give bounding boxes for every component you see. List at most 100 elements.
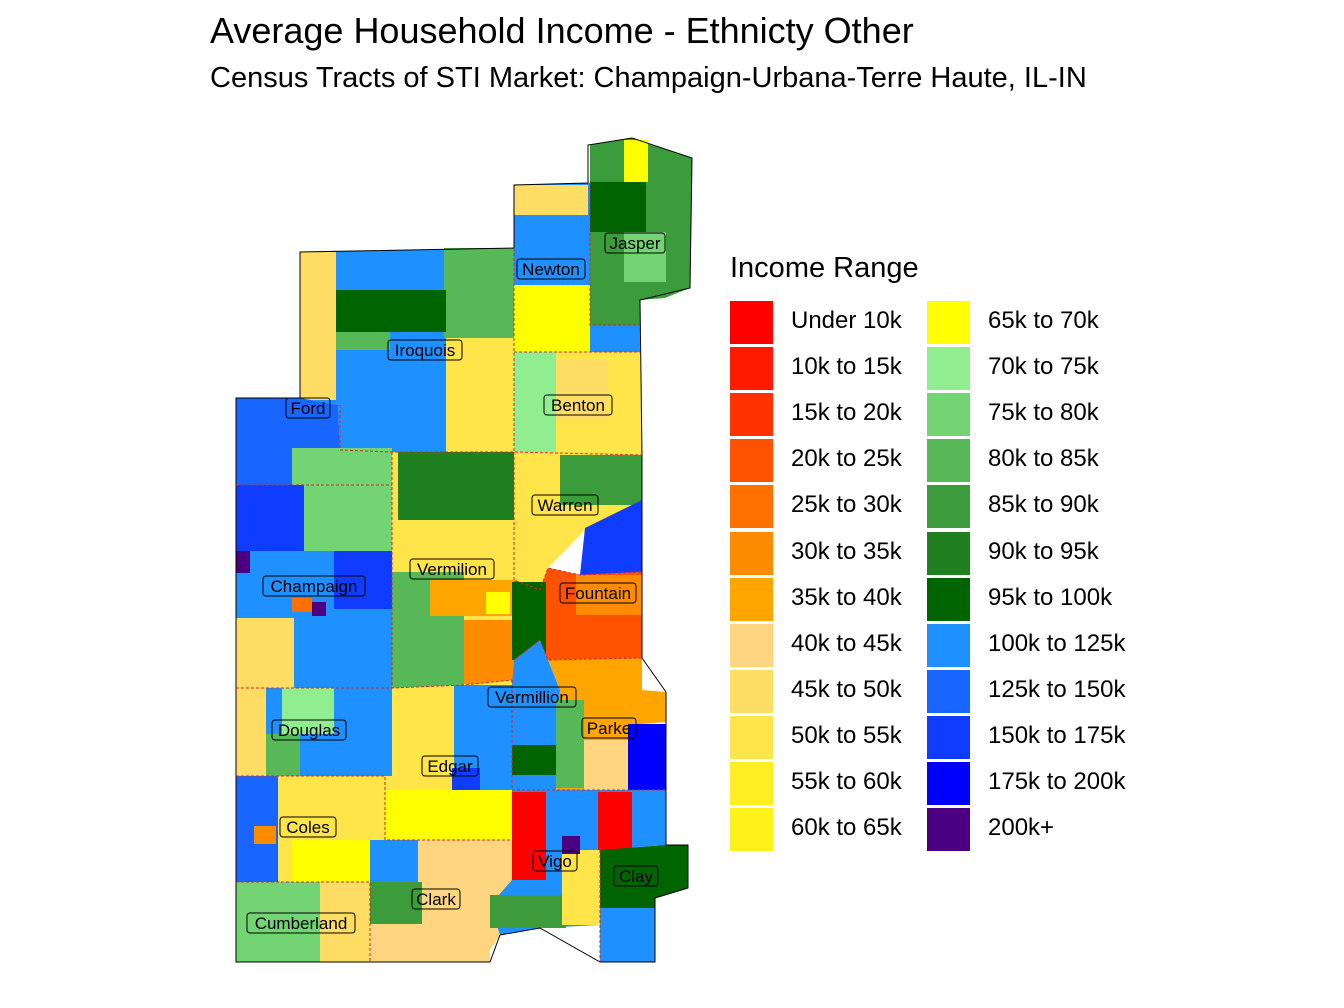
legend-label: 45k to 50k <box>791 675 902 703</box>
tract <box>452 768 480 790</box>
legend-label: 175k to 200k <box>988 768 1126 795</box>
tract <box>292 448 392 486</box>
tract <box>590 182 646 232</box>
tract <box>292 598 312 612</box>
county-boundaries <box>236 183 666 962</box>
tract <box>254 826 276 844</box>
legend-swatch <box>730 808 773 852</box>
legend-label: 200k+ <box>988 814 1055 842</box>
svg-text:Champaign: Champaign <box>271 577 358 596</box>
county-label-vermilion: Vermilion <box>409 558 495 580</box>
legend-swatch <box>927 762 970 805</box>
legend-swatch <box>927 347 970 391</box>
legend-label: 100k to 125k <box>988 629 1126 657</box>
legend-label: 150k to 175k <box>988 721 1126 749</box>
svg-text:Fountain: Fountain <box>565 584 631 603</box>
tract <box>236 688 266 776</box>
tract <box>336 332 390 350</box>
county-label-jasper: Jasper <box>604 232 666 254</box>
county-label-coles: Coles <box>279 816 337 838</box>
tract <box>304 485 392 551</box>
tract <box>628 724 666 790</box>
svg-text:Clay: Clay <box>619 867 654 886</box>
legend-swatch <box>927 669 970 713</box>
tract <box>624 232 666 282</box>
svg-text:Coles: Coles <box>286 818 329 837</box>
tract <box>514 352 556 452</box>
county-label-vigo: Vigo <box>532 850 578 872</box>
county-label-benton: Benton <box>543 394 613 416</box>
tract <box>512 745 556 775</box>
legend-swatch <box>927 715 970 759</box>
legend-label: 50k to 55k <box>791 721 902 749</box>
tract <box>490 895 566 928</box>
svg-text:Vermilion: Vermilion <box>417 560 487 579</box>
tract <box>266 734 300 776</box>
legend-swatch <box>730 623 773 667</box>
tract <box>512 792 546 880</box>
legend-label: 25k to 30k <box>791 491 902 519</box>
county-label-vermillion: Vermillion <box>487 686 577 708</box>
legend-swatch <box>927 623 970 667</box>
tract <box>556 700 584 788</box>
tract <box>486 592 510 614</box>
county-label-iroquois: Iroquois <box>387 339 463 361</box>
tract <box>584 740 628 790</box>
legend-title: Income Range <box>730 252 919 284</box>
county-labels: Jasper Newton Iroquois Benton Ford Warre… <box>246 232 666 934</box>
legend-label: 65k to 70k <box>988 307 1099 334</box>
legend-label: 70k to 75k <box>988 353 1099 381</box>
legend-label: 60k to 65k <box>791 814 902 842</box>
tract <box>562 850 600 925</box>
legend-label: 10k to 15k <box>791 353 902 381</box>
county-label-newton: Newton <box>516 258 586 280</box>
county-regions <box>236 138 692 962</box>
county-label-clay: Clay <box>613 865 659 887</box>
legend-label: 40k to 45k <box>791 629 902 657</box>
svg-text:Iroquois: Iroquois <box>395 341 455 360</box>
tract <box>312 602 326 616</box>
legend-swatch <box>730 393 773 437</box>
tract <box>562 836 580 854</box>
county-label-edgar: Edgar <box>421 755 479 777</box>
legend-swatch <box>927 393 970 437</box>
county-label-douglas: Douglas <box>271 719 347 741</box>
legend-swatch <box>730 485 773 529</box>
legend-swatch <box>730 439 773 483</box>
map-title: Average Household Income - Ethnicty Othe… <box>210 10 914 51</box>
legend-swatch <box>927 577 970 621</box>
tract <box>514 285 590 352</box>
county-label-champaign: Champaign <box>262 575 366 597</box>
svg-text:Douglas: Douglas <box>278 721 340 740</box>
legend-label: 35k to 40k <box>791 583 902 611</box>
tract <box>576 575 642 615</box>
tract <box>370 840 418 882</box>
legend-swatch <box>927 485 970 529</box>
tract <box>300 252 336 400</box>
legend-swatch <box>927 301 970 344</box>
svg-text:Parke: Parke <box>587 719 631 738</box>
legend-swatch <box>927 531 970 575</box>
tract <box>600 908 655 962</box>
legend-label: 15k to 20k <box>791 399 902 427</box>
svg-text:Jasper: Jasper <box>609 234 660 253</box>
legend-swatch <box>730 347 773 391</box>
legend-swatch <box>730 762 773 805</box>
tract <box>334 551 392 609</box>
legend-swatch <box>730 715 773 759</box>
tract <box>444 248 514 338</box>
county-label-warren: Warren <box>531 494 599 516</box>
legend-swatch <box>927 439 970 483</box>
tract <box>580 500 642 575</box>
svg-text:Vigo: Vigo <box>538 852 572 871</box>
svg-text:Ford: Ford <box>291 399 326 418</box>
tract <box>236 618 294 688</box>
legend-label: 80k to 85k <box>988 445 1099 473</box>
legend-label: 90k to 95k <box>988 537 1099 565</box>
county-label-clark: Clark <box>411 888 461 910</box>
market-boundary <box>235 137 693 963</box>
tract <box>292 840 370 882</box>
legend-swatch <box>730 577 773 621</box>
county-label-ford: Ford <box>285 397 331 419</box>
